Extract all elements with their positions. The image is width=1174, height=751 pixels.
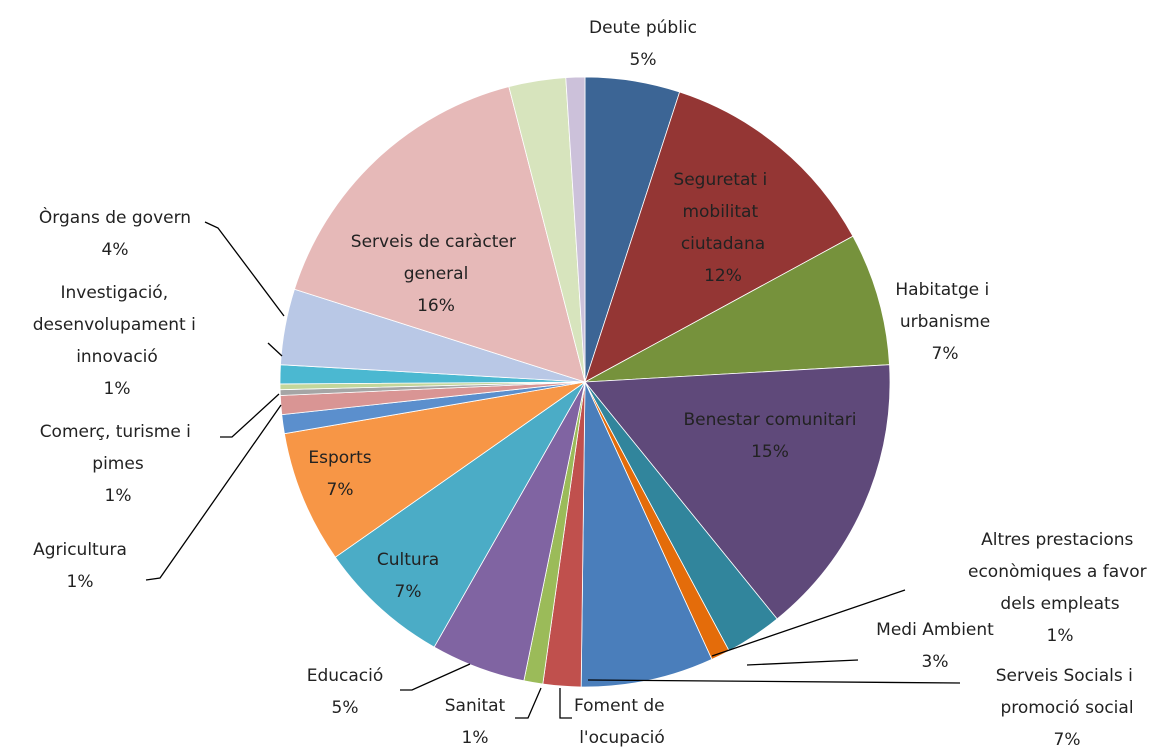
pie-slice — [283, 381, 586, 558]
slice-label: Comerç, turisme i pimes — [40, 422, 197, 474]
pie-slice — [584, 235, 890, 383]
slice-value: 1% — [104, 379, 131, 399]
leader-line — [711, 589, 906, 657]
slice-label: Sanitat — [445, 696, 506, 716]
slice-label: Medi Ambient — [876, 620, 994, 640]
leader-line — [267, 342, 283, 357]
slice-value: 5% — [332, 698, 359, 718]
slice-value: 12% — [704, 266, 742, 286]
pie-slice — [584, 91, 854, 383]
slice-value: 5% — [630, 50, 657, 70]
leader-line — [587, 679, 961, 684]
slice-value: 15% — [751, 442, 789, 462]
slice-value: 7% — [1054, 730, 1081, 750]
slice-value: 7% — [327, 480, 354, 500]
slice-label: Deute públic — [589, 18, 697, 38]
slice-value: 4% — [102, 240, 129, 260]
slice-label: Agricultura — [33, 540, 127, 560]
slice-value: 16% — [417, 296, 455, 316]
pie-slice — [565, 76, 586, 383]
slice-label: Esports — [308, 448, 371, 468]
leader-line — [559, 688, 572, 719]
slice-label: Educació — [307, 666, 384, 686]
slice-value: 1% — [1047, 626, 1074, 646]
pie — [279, 76, 891, 688]
pie-slice — [334, 381, 586, 648]
slice-label: Investigació, desenvolupament i innovaci… — [33, 283, 202, 367]
leader-line — [746, 659, 859, 666]
slice-label: Cultura — [377, 550, 439, 570]
slice-label: Benestar comunitari — [683, 410, 856, 430]
slice-label: Foment de l'ocupació — [574, 696, 670, 748]
slice-label: Serveis de caràcter general — [351, 232, 521, 284]
slice-label: Altres prestacions econòmiques a favor d… — [968, 530, 1152, 614]
slice-label: Òrgans de govern — [39, 206, 191, 228]
slice-label: Serveis Socials i promoció social — [996, 666, 1139, 718]
pie-slice — [293, 86, 586, 383]
leader-line — [400, 663, 471, 691]
pie-slice — [584, 364, 891, 620]
slice-label: Habitatge i urbanisme — [895, 280, 994, 332]
slice-value: 7% — [395, 582, 422, 602]
leader-line — [515, 687, 542, 719]
slice-value: 7% — [932, 344, 959, 364]
leader-line — [220, 393, 280, 438]
leader-line — [204, 221, 285, 317]
leader-line — [145, 404, 282, 581]
slice-label: Seguretat i mobilitat ciutadana — [673, 170, 772, 254]
slice-value: 1% — [462, 728, 489, 748]
slice-value: 1% — [105, 486, 132, 506]
slice-value: 3% — [922, 652, 949, 672]
slice-value: 1% — [67, 572, 94, 592]
